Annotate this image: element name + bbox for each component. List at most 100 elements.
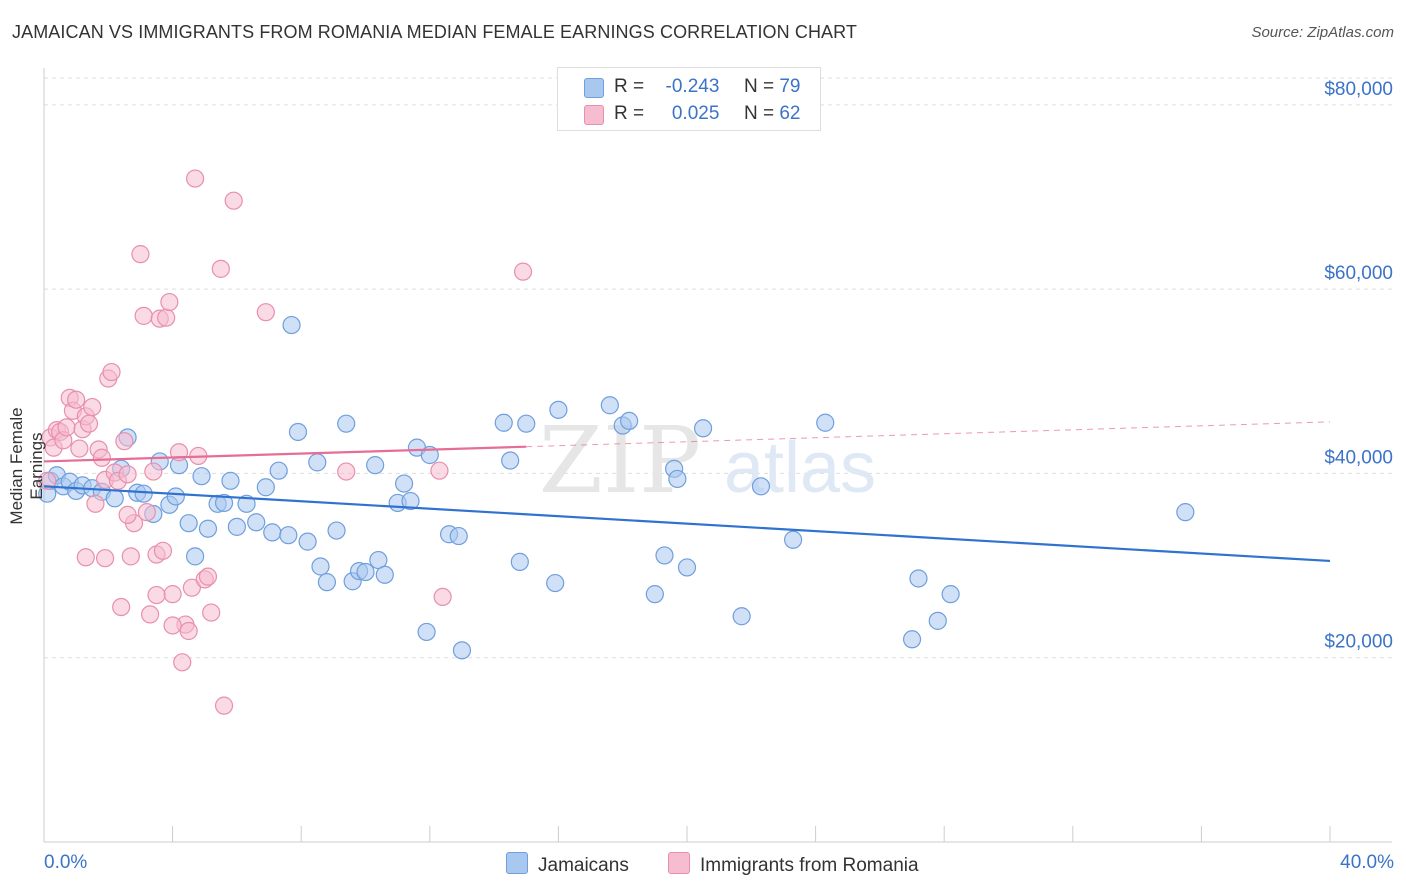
data-point <box>311 557 330 576</box>
data-point <box>182 578 201 597</box>
data-point <box>224 191 243 210</box>
data-point <box>677 558 697 577</box>
data-point <box>308 453 327 472</box>
data-point <box>202 603 221 622</box>
data-point <box>337 462 356 481</box>
data-point <box>211 259 230 278</box>
data-point <box>375 565 394 584</box>
x-tick-label-max: 40.0% <box>1340 852 1394 873</box>
chart-title: JAMAICAN VS IMMIGRANTS FROM ROMANIA MEDI… <box>12 22 858 42</box>
data-point <box>214 493 234 513</box>
data-point <box>173 653 192 672</box>
data-point <box>198 567 218 586</box>
y-tick-label: $60,000 <box>1324 263 1393 284</box>
data-point <box>115 432 134 451</box>
data-point <box>160 292 179 312</box>
data-point <box>337 414 356 433</box>
data-point <box>655 546 674 565</box>
x-tick-label-min: 0.0% <box>44 852 88 873</box>
data-point <box>179 621 198 641</box>
data-point <box>546 573 565 593</box>
data-point <box>928 611 947 630</box>
data-point <box>247 513 266 532</box>
data-point <box>401 491 420 511</box>
data-point <box>513 262 533 281</box>
bottom-legend-romania: Immigrants from Romania <box>668 852 919 877</box>
data-point <box>288 422 308 442</box>
data-point <box>909 569 928 588</box>
data-point <box>256 303 275 322</box>
data-point <box>163 616 182 635</box>
y-tick-label: $40,000 <box>1324 447 1393 468</box>
data-point <box>256 478 275 497</box>
data-point <box>327 521 346 540</box>
data-point <box>494 413 513 432</box>
data-point <box>186 169 205 188</box>
data-point <box>600 396 619 415</box>
data-point <box>549 400 568 419</box>
data-point <box>433 587 452 607</box>
data-point <box>192 467 211 486</box>
y-tick-labels: $20,000 $40,000 $60,000 $80,000 <box>1324 79 1393 653</box>
data-point <box>163 585 182 604</box>
data-point <box>214 696 234 715</box>
data-point <box>57 418 76 437</box>
data-point <box>38 471 57 490</box>
data-point <box>269 461 288 480</box>
trend-line-romania-extension <box>526 421 1331 448</box>
legend: R = -0.243 N = 79 R = 0.025 N = 62 <box>557 67 821 131</box>
data-point <box>166 487 185 506</box>
bottom-legend-jamaicans: Jamaicans <box>506 852 629 877</box>
data-point <box>237 494 256 513</box>
bottom-legend-swatch-jamaicans <box>506 852 528 874</box>
data-point <box>144 462 163 481</box>
data-point <box>76 548 95 567</box>
legend-n-value: 79 <box>779 76 801 97</box>
data-point <box>95 549 115 568</box>
data-point <box>1176 503 1195 522</box>
legend-n-label: N = <box>743 103 775 124</box>
data-point <box>131 245 150 264</box>
data-point <box>121 547 140 566</box>
legend-n-value: 62 <box>779 103 801 124</box>
data-point <box>134 306 153 325</box>
legend-swatch-jamaicans <box>584 78 604 98</box>
data-point <box>902 630 922 649</box>
data-point <box>147 585 166 605</box>
legend-r-label: R = <box>614 76 645 97</box>
data-point <box>153 541 173 560</box>
data-point <box>118 505 137 524</box>
data-point <box>221 471 240 490</box>
data-point <box>732 607 751 626</box>
data-point <box>134 484 153 503</box>
watermark: ZIP atlas <box>539 407 876 514</box>
data-point <box>279 526 298 545</box>
data-point <box>112 597 131 617</box>
bottom-legend-label-jamaicans: Jamaicans <box>538 855 629 876</box>
data-point <box>67 390 86 409</box>
grid-lines <box>44 77 1392 659</box>
data-point <box>70 439 89 458</box>
data-point <box>668 469 687 489</box>
data-point <box>783 530 803 549</box>
y-tick-label: $80,000 <box>1324 79 1393 100</box>
y-axis-label: Median Female Earnings <box>7 407 46 525</box>
data-point <box>198 519 218 538</box>
data-point <box>417 622 436 642</box>
data-point <box>452 641 472 660</box>
data-point <box>102 362 121 382</box>
series-romania <box>38 169 533 715</box>
data-point <box>186 547 205 566</box>
data-point <box>263 523 282 542</box>
data-point <box>510 552 529 571</box>
legend-n-label: N = <box>743 76 775 97</box>
data-point <box>317 573 337 592</box>
legend-r-value: -0.243 <box>665 76 720 97</box>
trend-line-jamaicans <box>43 485 1331 563</box>
data-point <box>645 585 664 604</box>
data-point <box>227 517 246 536</box>
data-point <box>449 526 468 546</box>
data-point <box>83 397 102 417</box>
axes <box>43 68 1392 843</box>
